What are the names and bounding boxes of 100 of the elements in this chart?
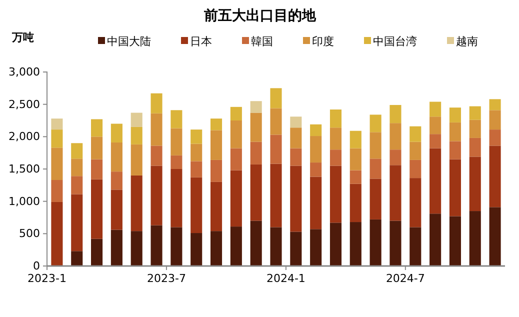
bar (290, 148, 302, 166)
bar (150, 113, 162, 146)
bar (110, 124, 122, 142)
bar (170, 169, 182, 228)
legend-label: 日本 (190, 35, 212, 48)
legend-label: 中国大陆 (107, 35, 151, 48)
bar (350, 170, 362, 184)
bar (469, 138, 481, 157)
y-tick-label: 0 (33, 260, 40, 273)
bar (410, 227, 422, 266)
bar (130, 126, 142, 144)
bar (489, 99, 501, 110)
bar (91, 136, 103, 160)
bar (230, 106, 242, 120)
bar (310, 162, 322, 177)
bar (91, 238, 103, 266)
bar (230, 226, 242, 266)
y-tick-label: 3,000 (8, 66, 40, 79)
bar (170, 128, 182, 156)
bar (270, 227, 282, 266)
bar (350, 148, 362, 170)
bar (430, 102, 442, 117)
y-tick-label: 500 (19, 227, 40, 240)
bar (430, 134, 442, 148)
bar (430, 148, 442, 214)
bar (110, 190, 122, 230)
bar (330, 222, 342, 266)
legend-label: 韓国 (251, 35, 273, 48)
bar (290, 128, 302, 148)
y-tick-label: 1,500 (8, 162, 40, 176)
bar (449, 108, 461, 122)
bar (370, 219, 382, 266)
bar (170, 155, 182, 169)
bar (390, 150, 402, 166)
bar (190, 144, 202, 162)
bar (51, 180, 63, 202)
bar (270, 108, 282, 135)
bar (210, 130, 222, 160)
bar (469, 211, 481, 266)
bar (210, 231, 222, 266)
bar (390, 165, 402, 221)
y-tick-label: 1,000 (8, 194, 40, 208)
bar (489, 130, 501, 146)
bar (390, 220, 402, 266)
bar (51, 130, 63, 148)
bar (449, 122, 461, 142)
bar (270, 134, 282, 164)
bar (330, 166, 342, 223)
bar (210, 182, 222, 232)
bar (430, 116, 442, 134)
bar (110, 142, 122, 172)
bar (330, 110, 342, 128)
bar (190, 177, 202, 234)
bar (51, 118, 63, 130)
bar (170, 227, 182, 266)
bar (310, 176, 322, 230)
bar (51, 148, 63, 180)
bar (290, 166, 302, 232)
bar (91, 179, 103, 239)
bar (410, 142, 422, 160)
bar (130, 112, 142, 127)
chart-title: 前五大出口目的地 (203, 8, 317, 24)
bar (489, 146, 501, 208)
bar (210, 118, 222, 130)
bar (489, 110, 501, 130)
bar (250, 101, 262, 113)
bar (390, 104, 402, 124)
bar (170, 110, 182, 128)
bar (449, 141, 461, 160)
bar (270, 164, 282, 228)
bar (130, 175, 142, 232)
bar (150, 93, 162, 114)
bar (410, 160, 422, 178)
bar (71, 251, 83, 266)
bar (310, 136, 322, 163)
bar (51, 202, 63, 266)
bar (230, 120, 242, 148)
bar (71, 194, 83, 252)
bar (370, 158, 382, 179)
bar (310, 229, 322, 266)
bar (150, 146, 162, 166)
legend-label: 印度 (312, 35, 334, 48)
x-tick-label: 2023-1 (28, 272, 66, 285)
bar (250, 112, 262, 142)
bar (71, 158, 83, 176)
bar (210, 160, 222, 182)
bar (350, 222, 362, 266)
x-tick-label: 2024-7 (386, 272, 425, 285)
bar (390, 123, 402, 150)
bar (290, 116, 302, 128)
bar (469, 106, 481, 120)
bar (230, 170, 242, 227)
bar (110, 172, 122, 190)
bar (150, 166, 162, 226)
x-tick-label: 2024-1 (266, 272, 306, 285)
bar (230, 148, 242, 170)
bar (250, 164, 262, 221)
bar (150, 225, 162, 266)
bar (110, 230, 122, 266)
bar (489, 207, 501, 266)
